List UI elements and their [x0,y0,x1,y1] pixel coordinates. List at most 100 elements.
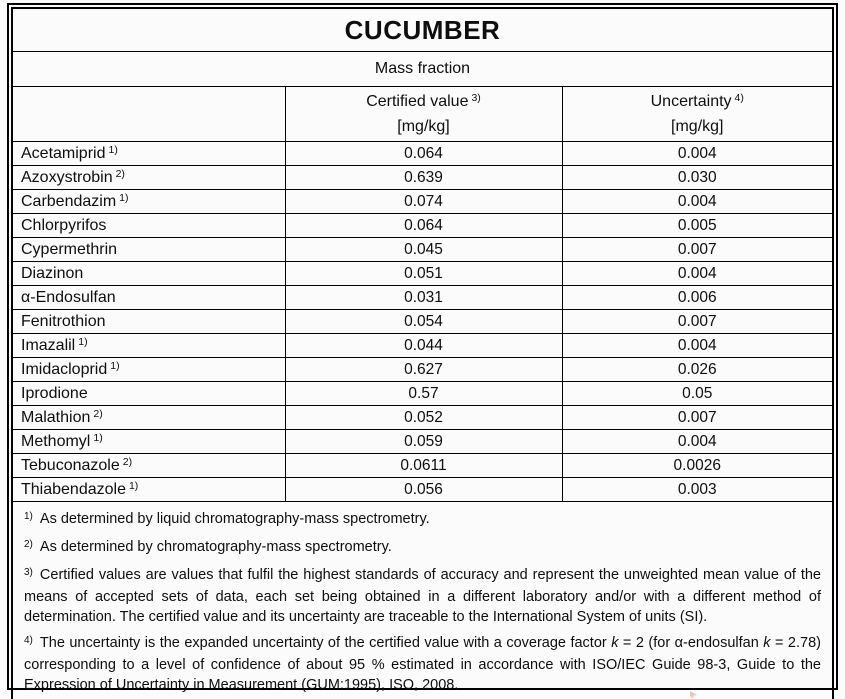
analyte-cell: Diazinon [11,261,286,286]
footnote: 2) As determined by chromatography-mass s… [24,537,821,559]
footnote-marker: 1) [24,510,33,522]
analyte-name: Tebuconazole [21,456,120,474]
table-row: Azoxystrobin 2) 0.639 0.030 [11,165,834,190]
mass-fraction-table: CUCUMBER Mass fraction Certified value 3)… [11,7,834,699]
analyte-name: Cypermethrin [21,240,118,258]
certified-value: 0.045 [284,237,563,262]
header-uncertainty-line1: Uncertainty 4) [564,90,832,115]
footnote-ref: 2) [115,167,125,180]
table-row: Diazinon 0.051 0.004 [11,261,834,286]
header-certified-line1: Certified value 3) [287,90,561,115]
analyte-cell: Acetamiprid 1) [11,141,286,166]
uncertainty-value: 0.004 [561,189,834,214]
table-row: α-Endosulfan 0.031 0.006 [11,285,834,310]
header-uncertainty-label: Uncertainty [650,93,732,110]
footnote: 4) The uncertainty is the expanded uncert… [24,633,821,695]
footnote-ref: 1) [93,431,103,444]
footnote-ref-4: 4) [734,92,744,104]
footnote-ref: 2) [122,455,133,468]
analyte-cell: Tebuconazole 2) [11,453,286,478]
certified-value: 0.064 [284,213,563,238]
footnote-ref: 1) [119,191,129,204]
table-row: Imazalil 1) 0.044 0.004 [11,333,834,358]
table-row: Malathion 2) 0.052 0.007 [11,405,834,430]
certified-value: 0.059 [284,429,563,454]
certified-value: 0.57 [284,381,563,406]
footnote-text: = 2.78) corresponding to a level of conf… [24,635,821,693]
subtitle-row: Mass fraction [11,51,834,87]
footnote-text: Certified values are values that fulfil … [24,567,821,625]
analyte-cell: Chlorpyrifos [11,213,286,238]
uncertainty-value: 0.0026 [561,453,834,478]
analyte-name: Azoxystrobin [21,168,113,186]
table-row: Imidacloprid 1) 0.627 0.026 [11,357,834,382]
header-certified-cell: Certified value 3) [mg/kg] [284,86,563,142]
table-row: Methomyl 1) 0.059 0.004 [11,429,834,454]
uncertainty-value: 0.05 [561,381,834,406]
certified-value: 0.639 [284,165,563,190]
footnotes: 1) As determined by liquid chromatography… [11,501,834,699]
analyte-cell: Iprodione [11,381,286,406]
analyte-name: Diazinon [21,264,84,282]
uncertainty-value: 0.007 [561,405,834,430]
analyte-name: Imazalil [21,336,76,354]
table-row: Fenitrothion 0.054 0.007 [11,309,834,334]
table-subtitle: Mass fraction [11,51,834,87]
header-uncertainty-cell: Uncertainty 4) [mg/kg] [561,86,834,142]
header-certified-label: Certified value [366,93,469,110]
table-row: Iprodione 0.57 0.05 [11,381,834,406]
analyte-cell: Imidacloprid 1) [11,357,286,382]
uncertainty-value: 0.030 [561,165,834,190]
analyte-cell: α-Endosulfan [11,285,286,310]
certified-value: 0.064 [284,141,563,166]
footnote-ref: 1) [108,143,118,156]
footnote-text: As determined by liquid chromatography-m… [39,511,430,527]
table-row: Acetamiprid 1) 0.064 0.004 [11,141,834,166]
coverage-factor-symbol: k [763,635,771,651]
uncertainty-value: 0.004 [561,261,834,286]
certified-value: 0.054 [284,309,563,334]
certified-value: 0.051 [284,261,563,286]
analyte-cell: Imazalil 1) [11,333,286,358]
uncertainty-value: 0.005 [561,213,834,238]
analyte-name: Acetamiprid [21,144,106,162]
table-row: Carbendazim 1) 0.074 0.004 [11,189,834,214]
footnote: 1) As determined by liquid chromatography… [24,509,821,531]
footnotes-row: 1) As determined by liquid chromatography… [11,501,834,699]
certified-value: 0.0611 [284,453,563,478]
analyte-name: Iprodione [21,384,88,402]
certified-value: 0.031 [284,285,563,310]
analyte-name: Carbendazim [21,192,117,210]
certified-value: 0.627 [284,357,563,382]
analyte-cell: Azoxystrobin 2) [11,165,286,190]
analyte-name: Methomyl [21,432,91,450]
certified-value: 0.056 [284,477,563,502]
footnote-marker: 3) [24,566,33,578]
table-row: Cypermethrin 0.045 0.007 [11,237,834,262]
uncertainty-value: 0.006 [561,285,834,310]
analyte-name: Chlorpyrifos [21,216,107,234]
coverage-factor-symbol: k [611,635,619,651]
certified-value: 0.044 [284,333,563,358]
header-certified-unit: [mg/kg] [397,118,450,135]
analyte-name: Imidacloprid [21,360,108,378]
footnote-ref: 1) [128,479,139,492]
footnote-ref-3: 3) [471,92,481,104]
analyte-name: α-Endosulfan [21,288,116,306]
uncertainty-value: 0.007 [561,237,834,262]
analyte-cell: Carbendazim 1) [11,189,286,214]
header-uncertainty-unit: [mg/kg] [671,118,724,135]
footnote-text: = 2 (for α-endosulfan [618,635,764,651]
certificate-table: CUCUMBER Mass fraction Certified value 3)… [7,3,838,699]
footnote-text: The uncertainty is the expanded uncertai… [39,635,612,651]
footnote-marker: 2) [24,538,33,550]
footnote-ref: 1) [78,335,88,348]
mouse-cursor-icon [690,691,697,698]
footnote-ref: 1) [110,359,120,372]
column-header-row: Certified value 3) [mg/kg] Uncertainty 4) … [11,86,834,142]
page-title: CUCUMBER [11,7,834,52]
uncertainty-value: 0.003 [561,477,834,502]
footnote-text: As determined by chromatography-mass spe… [39,539,392,555]
table-row: Thiabendazole 1) 0.056 0.003 [11,477,834,502]
